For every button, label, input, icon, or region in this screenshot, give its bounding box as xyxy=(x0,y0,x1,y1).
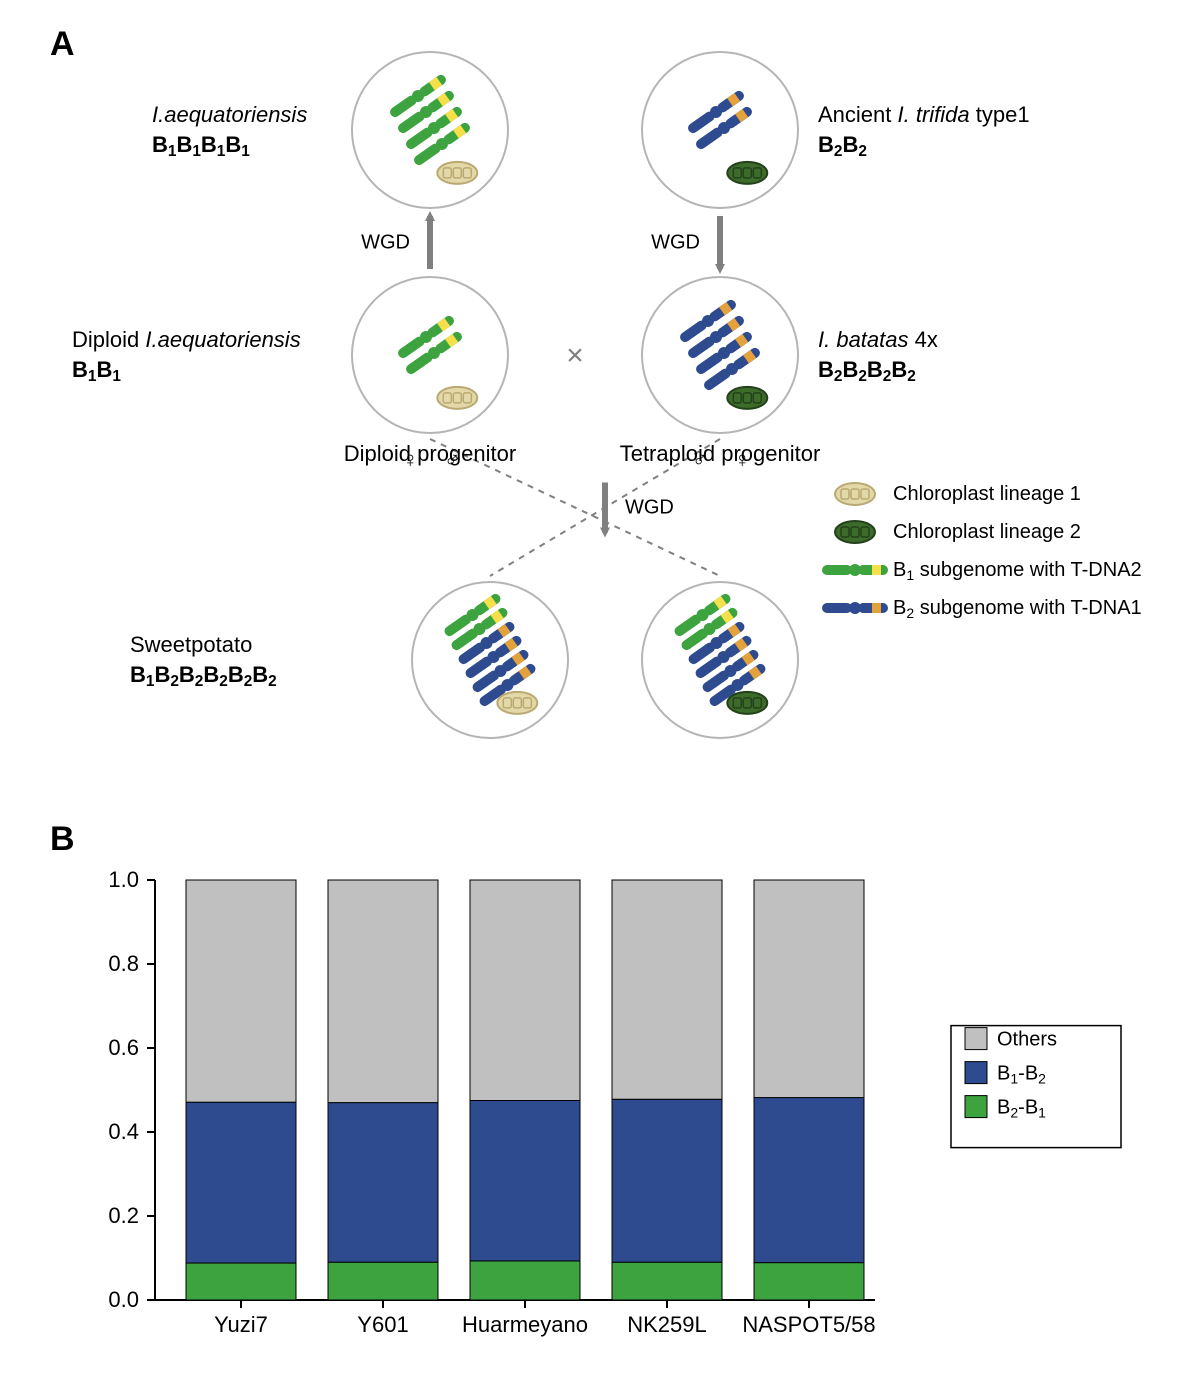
panel-a-label: A xyxy=(50,25,75,63)
label-topright-title: Ancient I. trifida type1 xyxy=(818,102,1030,127)
x-tick-label: Yuzi7 xyxy=(214,1312,268,1337)
legend-item: B2 subgenome with T-DNA1 xyxy=(822,597,1142,621)
bar-segment xyxy=(612,1099,722,1262)
bar-segment xyxy=(186,880,296,1102)
cell-botRight xyxy=(642,582,798,738)
bar-segment xyxy=(754,1263,864,1300)
legend-label: Others xyxy=(997,1029,1057,1051)
bar-segment xyxy=(612,880,722,1099)
label-topleft-title: I.aequatoriensis xyxy=(152,102,307,127)
legend-swatch xyxy=(965,1096,987,1118)
y-tick-label: 1.0 xyxy=(108,867,139,892)
x-tick-label: Huarmeyano xyxy=(462,1312,588,1337)
label-midleft-geno: B1B1 xyxy=(72,357,121,385)
cell-midRight xyxy=(642,277,798,433)
figure-page: { "panelA": { "label": "A", "nodes": { "… xyxy=(0,0,1200,1384)
legend-label: B1 subgenome with T-DNA2 xyxy=(893,559,1142,583)
label-midleft-sub: Diploid progenitor xyxy=(344,441,516,466)
bar-segment xyxy=(186,1263,296,1300)
label-sweetpotato: Sweetpotato xyxy=(130,632,252,657)
legend-swatch xyxy=(965,1028,987,1050)
y-tick-label: 0.0 xyxy=(108,1287,139,1312)
legend-label: Chloroplast lineage 2 xyxy=(893,521,1081,543)
y-tick-label: 0.6 xyxy=(108,1035,139,1060)
legend-item: Chloroplast lineage 1 xyxy=(835,483,1081,505)
legend-label: B2-B1 xyxy=(997,1097,1046,1121)
y-tick-label: 0.2 xyxy=(108,1203,139,1228)
y-tick-label: 0.8 xyxy=(108,951,139,976)
label-midleft-title: Diploid I.aequatoriensis xyxy=(72,327,301,352)
label-topleft-geno: B1B1B1B1 xyxy=(152,132,250,160)
y-tick-label: 0.4 xyxy=(108,1119,139,1144)
label-midright-title: I. batatas 4x xyxy=(818,327,938,352)
label-sweetpotato-geno: B1B2B2B2B2B2 xyxy=(130,662,277,690)
cross-symbol: × xyxy=(566,339,584,372)
legend-label: B2 subgenome with T-DNA1 xyxy=(893,597,1142,621)
cell-botLeft xyxy=(412,582,568,738)
cell-midLeft xyxy=(352,277,508,433)
x-tick-label: Y601 xyxy=(357,1312,408,1337)
legend-item: B1 subgenome with T-DNA2 xyxy=(822,559,1142,583)
bar-segment xyxy=(328,1262,438,1300)
label-topright-geno: B2B2 xyxy=(818,132,867,160)
wgd-label: WGD xyxy=(625,497,674,519)
panel-a-legend: Chloroplast lineage 1 Chloroplast lineage… xyxy=(822,483,1142,621)
bar-segment xyxy=(754,1098,864,1263)
wgd-label: WGD xyxy=(361,232,410,254)
panel-b-label: B xyxy=(50,820,75,858)
bar-segment xyxy=(470,1261,580,1300)
label-midright-geno: B2B2B2B2 xyxy=(818,357,916,385)
bar-segment xyxy=(328,880,438,1103)
legend-label: Chloroplast lineage 1 xyxy=(893,483,1081,505)
cell-topLeft xyxy=(352,52,508,208)
legend-swatch xyxy=(965,1062,987,1084)
legend-item: Chloroplast lineage 2 xyxy=(835,521,1081,543)
bar-segment xyxy=(186,1102,296,1263)
x-tick-label: NK259L xyxy=(627,1312,707,1337)
wgd-label: WGD xyxy=(651,232,700,254)
bar-segment xyxy=(470,880,580,1101)
cell-topRight xyxy=(642,52,798,208)
legend-label: B1-B2 xyxy=(997,1063,1046,1087)
bar-segment xyxy=(612,1262,722,1300)
bar-segment xyxy=(470,1101,580,1261)
stacked-bar-chart: 0.0 0.2 0.4 0.6 0.8 1.0 Yuzi7 Y601 Huarmeyano NK2… xyxy=(108,867,1121,1337)
bar-segment xyxy=(754,880,864,1098)
x-tick-label: NASPOT5/58 xyxy=(742,1312,875,1337)
figure-svg: AWGDWGD×♀♂♂♀WGDI.aequatoriensisB1B1B1B1A… xyxy=(0,0,1200,1384)
bar-segment xyxy=(328,1103,438,1263)
label-midright-sub: Tetraploid progenitor xyxy=(620,441,821,466)
